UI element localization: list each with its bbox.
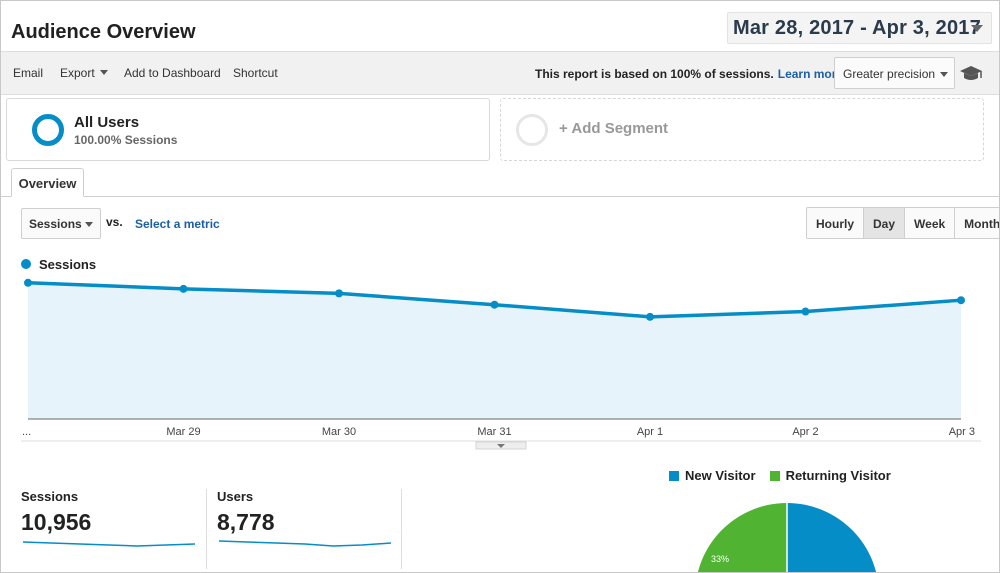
export-label: Export (60, 66, 95, 80)
precision-label: Greater precision (843, 67, 936, 81)
page-title: Audience Overview (11, 21, 196, 43)
segment-ring-icon (32, 114, 64, 146)
chevron-down-icon (971, 25, 983, 32)
sampling-note-text: This report is based on 100% of sessions… (535, 67, 774, 81)
x-tick-label: ... (22, 426, 31, 438)
add-segment-button[interactable]: + Add Segment (500, 98, 984, 161)
add-segment-label: + Add Segment (559, 120, 669, 137)
sessions-data-point (179, 284, 188, 293)
tab-divider (1, 196, 999, 197)
granularity-week-button[interactable]: Week (904, 208, 954, 238)
scorecard-divider (401, 489, 402, 569)
returning-visitor-legend: Returning Visitor (785, 468, 891, 483)
sessions-data-point (801, 307, 810, 316)
x-tick-label: Apr 3 (949, 426, 975, 438)
pie-slice-new-visitor (787, 503, 877, 572)
export-button[interactable]: Export (60, 66, 108, 80)
vs-label: vs. (106, 215, 123, 229)
x-tick-label: Apr 1 (637, 426, 663, 438)
x-tick-label: Mar 31 (477, 426, 511, 438)
sampling-note: This report is based on 100% of sessions… (535, 67, 843, 81)
precision-dropdown[interactable]: Greater precision (834, 57, 955, 89)
users-sparkline (219, 540, 391, 547)
scorecard-label: Sessions (21, 489, 79, 504)
visitor-pie-chart: 33% (697, 503, 877, 572)
pie-percent-label: 33% (711, 554, 729, 564)
chevron-down-icon (85, 222, 93, 227)
sessions-area (28, 282, 961, 419)
granularity-month-button[interactable]: Month (954, 208, 999, 238)
new-visitor-swatch (669, 470, 679, 481)
sessions-data-point (490, 300, 499, 309)
scorecard-divider (206, 489, 207, 569)
granularity-hourly-button[interactable]: Hourly (816, 217, 855, 231)
scorecard-sessions[interactable]: Sessions 10,956 (21, 489, 91, 569)
pie-legend: New Visitor Returning Visitor (669, 468, 891, 483)
select-metric-link[interactable]: Select a metric (135, 217, 220, 231)
date-range-text: Mar 28, 2017 - Apr 3, 2017 (733, 16, 981, 39)
scorecard-label: Users (217, 489, 254, 504)
sessions-data-point (957, 296, 965, 305)
add-to-dashboard-button[interactable]: Add to Dashboard (124, 66, 221, 80)
empty-segment-ring-icon (516, 114, 548, 146)
segment-detail: 100.00% Sessions (74, 133, 178, 147)
pie-slice-returning-visitor (697, 503, 787, 572)
x-tick-label: Mar 30 (322, 426, 356, 438)
date-range-picker[interactable]: Mar 28, 2017 - Apr 3, 2017 (727, 12, 992, 44)
granularity-day-button[interactable]: Day (863, 208, 905, 238)
shortcut-button[interactable]: Shortcut (233, 66, 278, 80)
sessions-sparkline (23, 541, 195, 547)
metric-label: Sessions (29, 217, 82, 231)
report-toolbar: Email Export Add to Dashboard Shortcut T… (1, 51, 999, 95)
new-visitor-legend: New Visitor (685, 468, 756, 483)
sessions-legend-label: Sessions (39, 257, 97, 272)
chevron-down-icon (497, 444, 505, 448)
segment-name: All Users (74, 114, 140, 131)
x-tick-label: Apr 2 (792, 426, 818, 438)
sessions-data-point (24, 278, 32, 287)
sessions-legend-dot (21, 259, 31, 269)
sessions-data-point (646, 312, 654, 321)
segment-all-users[interactable]: All Users 100.00% Sessions (6, 98, 490, 161)
chevron-down-icon (99, 70, 108, 75)
x-tick-label: Mar 29 (166, 426, 200, 438)
returning-visitor-swatch (769, 470, 780, 481)
learn-more-link[interactable]: Learn more (777, 67, 844, 81)
scorecard-users[interactable]: Users 8,778 (217, 489, 275, 569)
email-button[interactable]: Email (13, 66, 44, 80)
graduation-cap-icon[interactable] (959, 65, 983, 83)
chevron-down-icon (940, 72, 948, 77)
metric-dropdown[interactable]: Sessions (21, 208, 101, 239)
scorecard-value: 8,778 (217, 509, 275, 535)
scorecard-value: 10,956 (21, 509, 92, 535)
sessions-data-point (335, 289, 343, 298)
granularity-toggle: Hourly Day Week Month (806, 207, 999, 239)
tab-overview[interactable]: Overview (11, 168, 84, 197)
